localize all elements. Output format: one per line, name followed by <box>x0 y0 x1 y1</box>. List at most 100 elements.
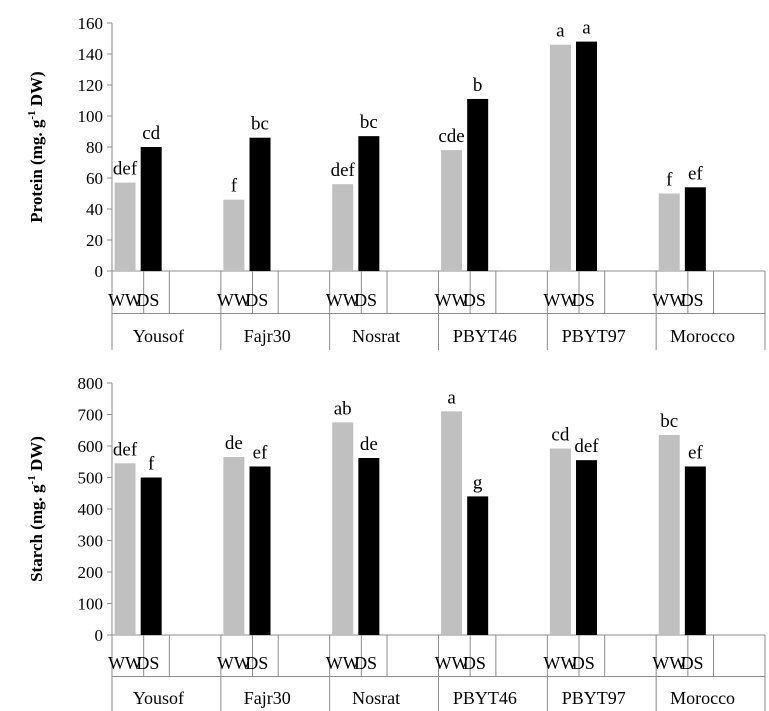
starch-chart: 0100200300400500600700800deffWWDSYousofd… <box>26 374 766 711</box>
significance-letter: ef <box>253 442 268 463</box>
y-tick-label: 40 <box>86 200 103 219</box>
condition-label: WW <box>108 290 142 310</box>
bar-ds <box>140 477 162 635</box>
condition-label: DS <box>572 290 595 310</box>
significance-letter: de <box>360 434 378 455</box>
y-tick-label: 160 <box>78 14 104 33</box>
bar-ds <box>249 466 271 635</box>
bar-ds <box>576 41 598 271</box>
y-axis-title-superscript: -1 <box>26 475 38 484</box>
bar-ww <box>549 448 571 635</box>
significance-letter: g <box>473 472 483 493</box>
bar-ds <box>140 147 162 271</box>
condition-label: WW <box>543 290 577 310</box>
y-tick-label: 700 <box>78 406 104 425</box>
condition-label: WW <box>326 290 360 310</box>
group-label: Morocco <box>670 688 735 708</box>
significance-letter: a <box>447 387 456 408</box>
condition-label: DS <box>354 290 377 310</box>
significance-letter: def <box>574 436 599 457</box>
condition-label: DS <box>136 653 159 673</box>
group-label: Morocco <box>670 326 735 346</box>
bar-ds <box>467 98 489 271</box>
y-tick-label: 400 <box>78 500 104 519</box>
bar-ds <box>684 187 706 271</box>
condition-label: WW <box>217 653 251 673</box>
y-tick-label: 60 <box>86 169 103 188</box>
bar-ds <box>467 496 489 635</box>
y-tick-label: 0 <box>95 626 104 645</box>
significance-letter: def <box>113 439 138 460</box>
y-tick-label: 20 <box>86 231 103 250</box>
condition-label: WW <box>326 653 360 673</box>
significance-letter: cde <box>438 126 464 147</box>
y-tick-label: 0 <box>95 262 104 281</box>
y-tick-label: 200 <box>78 563 104 582</box>
y-axis-title-main: Starch (mg. g <box>27 484 46 582</box>
significance-letter: cd <box>551 425 569 446</box>
y-axis-title: Protein (mg. g-1 DW) <box>26 71 46 222</box>
y-tick-label: 800 <box>78 374 104 393</box>
condition-label: WW <box>217 290 251 310</box>
bar-ww <box>223 457 245 635</box>
condition-label: DS <box>245 290 268 310</box>
significance-letter: def <box>331 160 356 181</box>
bar-ww <box>658 434 680 635</box>
bar-ds <box>576 460 598 635</box>
condition-label: DS <box>681 653 704 673</box>
y-tick-label: 500 <box>78 469 104 488</box>
condition-label: DS <box>463 290 486 310</box>
significance-letter: a <box>556 21 565 42</box>
group-label: Fajr30 <box>244 688 291 708</box>
condition-label: DS <box>463 653 486 673</box>
bar-ww <box>114 182 136 271</box>
significance-letter: ef <box>688 442 703 463</box>
group-label: Yousof <box>133 688 184 708</box>
bar-ww <box>441 150 463 271</box>
significance-letter: ef <box>688 163 703 184</box>
bar-ww <box>658 193 680 271</box>
y-tick-label: 100 <box>78 107 104 126</box>
significance-letter: a <box>582 18 591 39</box>
condition-label: DS <box>245 653 268 673</box>
y-axis-title-main: Protein (mg. g <box>27 119 46 223</box>
y-tick-label: 600 <box>78 437 104 456</box>
significance-letter: bc <box>660 411 678 432</box>
y-axis-title: Starch (mg. g-1 DW) <box>26 436 46 582</box>
bar-ds <box>249 137 271 271</box>
significance-letter: cd <box>142 123 160 144</box>
significance-letter: ab <box>334 398 352 419</box>
group-label: Yousof <box>133 326 184 346</box>
group-label: PBYT97 <box>562 326 626 346</box>
group-label: PBYT46 <box>453 688 517 708</box>
group-label: PBYT46 <box>453 326 517 346</box>
condition-label: DS <box>681 290 704 310</box>
significance-letter: de <box>225 433 243 454</box>
bar-ww <box>332 422 354 635</box>
protein-chart: 020406080100120140160defcdWWDSYousoffbcW… <box>26 14 766 350</box>
condition-label: WW <box>108 653 142 673</box>
y-tick-label: 100 <box>78 595 104 614</box>
condition-label: DS <box>136 290 159 310</box>
significance-letter: b <box>473 75 483 96</box>
group-label: Fajr30 <box>244 326 291 346</box>
y-axis-title-tail: DW) <box>27 71 46 110</box>
condition-label: WW <box>652 653 686 673</box>
bar-ds <box>684 466 706 635</box>
group-label: PBYT97 <box>562 688 626 708</box>
significance-letter: bc <box>251 114 269 135</box>
bar-ww <box>441 411 463 635</box>
significance-letter: def <box>113 159 138 180</box>
condition-label: WW <box>435 653 469 673</box>
condition-label: WW <box>543 653 577 673</box>
bar-ds <box>358 457 380 635</box>
y-tick-label: 300 <box>78 532 104 551</box>
bar-ww <box>223 199 245 271</box>
significance-letter: f <box>666 170 673 191</box>
condition-label: DS <box>354 653 377 673</box>
y-tick-label: 80 <box>86 138 103 157</box>
group-label: Nosrat <box>352 326 400 346</box>
bar-ds <box>358 136 380 271</box>
